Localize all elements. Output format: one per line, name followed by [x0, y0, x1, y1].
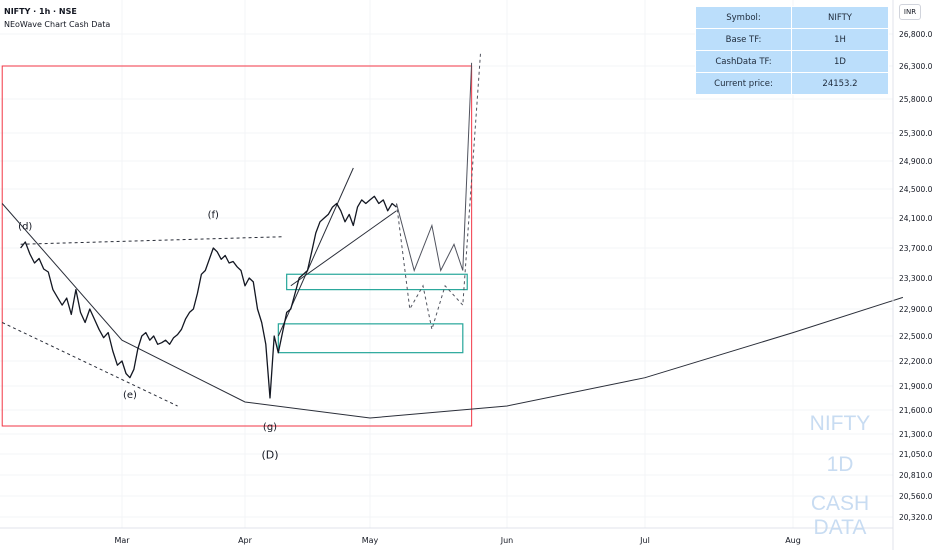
price-tick-label: 26,800.00 — [899, 30, 932, 39]
price-tick-label: 25,300.00 — [899, 129, 932, 138]
time-tick-label: Mar — [114, 536, 130, 545]
price-tick-label: 20,320.00 — [899, 513, 932, 522]
info-table: Symbol: NIFTY Base TF: 1H CashData TF: 1… — [695, 6, 889, 95]
chart-header: NIFTY · 1h · NSE NEoWave Chart Cash Data — [4, 5, 110, 31]
price-tick-label: 22,500.00 — [899, 332, 932, 341]
time-tick-label: May — [362, 536, 379, 545]
price-tick-label: 23,700.00 — [899, 244, 932, 253]
info-row-symbol: Symbol: NIFTY — [695, 6, 889, 29]
projection-layer — [396, 53, 481, 330]
price-line — [20, 195, 397, 399]
info-value: NIFTY — [791, 6, 889, 29]
curve-layer — [1, 203, 904, 419]
time-tick-label: Jun — [500, 536, 514, 545]
trend-line — [1, 322, 178, 407]
wave-label: (g) — [263, 422, 277, 433]
price-tick-label: 24,500.00 — [899, 185, 932, 194]
wave-label: (e) — [123, 390, 137, 401]
wave-label: (d) — [18, 221, 32, 232]
price-tick-label: 26,300.00 — [899, 62, 932, 71]
time-tick-label: Jul — [639, 536, 650, 545]
projection-dashed — [396, 53, 481, 330]
price-axis: 26,800.00 26,300.00 25,800.00 25,300.00 24,9… — [899, 30, 932, 522]
currency-button[interactable]: INR — [899, 4, 921, 20]
price-tick-label: 22,200.00 — [899, 357, 932, 366]
symbol-title: NIFTY · 1h · NSE — [4, 7, 77, 16]
watermark-cash-data: CASH DATA — [810, 492, 870, 539]
wave-label: (f) — [208, 210, 219, 221]
info-row-cashdata-tf: CashData TF: 1D — [695, 50, 889, 73]
trend-line — [20, 236, 283, 245]
price-layer — [20, 195, 397, 399]
info-key: Current price: — [695, 72, 792, 95]
price-tick-label: 24,100.00 — [899, 214, 932, 223]
time-tick-label: Aug — [785, 536, 801, 545]
time-axis: Mar Apr May Jun Jul Aug — [114, 536, 800, 545]
zones-layer — [277, 273, 468, 354]
info-value: 1H — [791, 28, 889, 51]
price-tick-label: 20,560.00 — [899, 492, 932, 501]
projection-curve — [1, 203, 904, 419]
watermark-timeframe: 1D — [826, 453, 854, 476]
info-key: CashData TF: — [695, 50, 792, 73]
price-tick-label: 21,600.00 — [899, 406, 932, 415]
wave-labels-layer: (d) (e) (f) (g) (D) — [18, 210, 278, 461]
price-tick-label: 21,050.00 — [899, 450, 932, 459]
info-value: 1D — [791, 50, 889, 73]
wave-frame-rect — [1, 65, 473, 427]
price-tick-label: 24,900.00 — [899, 157, 932, 166]
wave-label: (D) — [261, 448, 278, 461]
info-row-base-tf: Base TF: 1H — [695, 28, 889, 51]
price-tick-label: 21,900.00 — [899, 382, 932, 391]
info-row-current-price: Current price: 24153.2 — [695, 72, 889, 95]
info-key: Symbol: — [695, 6, 792, 29]
projection-solid — [396, 62, 473, 273]
info-key: Base TF: — [695, 28, 792, 51]
trend-line — [290, 210, 397, 287]
price-tick-label: 22,900.00 — [899, 305, 932, 314]
chart-grid — [0, 0, 893, 528]
chart-frame — [1, 65, 473, 427]
watermark-symbol: NIFTY — [809, 412, 871, 435]
price-tick-label: 20,810.00 — [899, 471, 932, 480]
price-tick-label: 23,300.00 — [899, 274, 932, 283]
time-tick-label: Apr — [238, 536, 253, 545]
price-tick-label: 25,800.00 — [899, 95, 932, 104]
indicator-name: NEoWave Chart Cash Data — [4, 20, 111, 29]
zone-rect — [286, 273, 468, 291]
price-tick-label: 21,300.00 — [899, 430, 932, 439]
info-value: 24153.2 — [791, 72, 889, 95]
zone-rect — [277, 323, 464, 354]
